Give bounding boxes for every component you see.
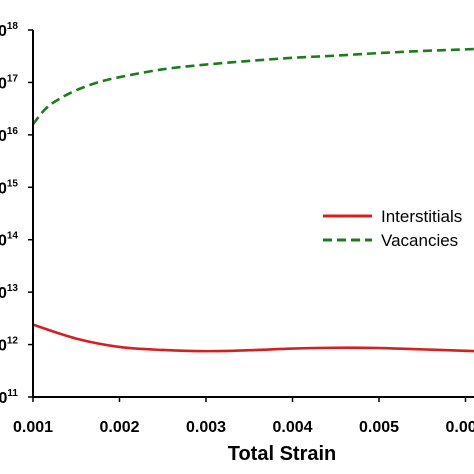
- y-tick-label: 1015: [0, 178, 18, 197]
- axes: [32, 30, 474, 398]
- y-tick-label: 1013: [0, 283, 18, 302]
- legend: Interstitials Vacancies: [323, 207, 462, 250]
- x-tick-label: 0.002: [99, 419, 139, 436]
- x-tick-label: 0.001: [13, 419, 53, 436]
- x-tick-label: 0.005: [359, 419, 399, 436]
- legend-label-interstitials: Interstitials: [381, 207, 462, 226]
- y-tick-label: 1016: [0, 126, 18, 145]
- series-line-interstitials: [32, 323, 474, 353]
- x-tick-label: 0.006: [445, 419, 474, 436]
- x-tick-label: 0.004: [272, 419, 312, 436]
- y-tick-label: 1017: [0, 73, 18, 92]
- x-tick-label: 0.003: [186, 419, 226, 436]
- y-tick-label: 1018: [0, 21, 18, 40]
- y-tick-label: 1014: [0, 231, 18, 250]
- y-tick-label: 1011: [0, 388, 18, 407]
- legend-label-vacancies: Vacancies: [381, 231, 458, 250]
- series-line-vacancies: [31, 47, 474, 125]
- x-axis-title: Total Strain: [228, 443, 337, 465]
- series-layer: [31, 47, 474, 353]
